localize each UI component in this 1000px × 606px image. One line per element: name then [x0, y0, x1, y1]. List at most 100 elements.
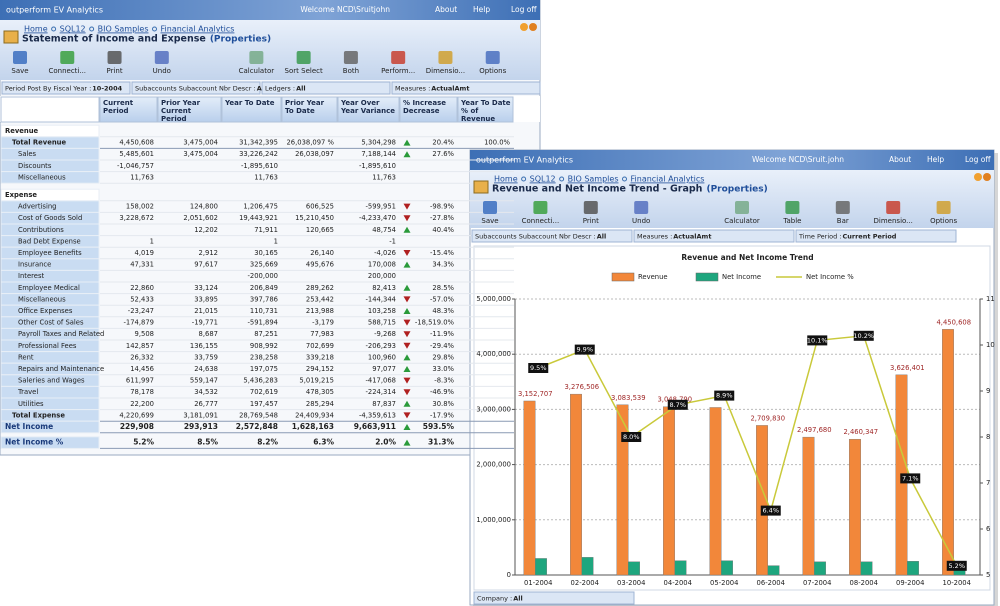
toolbar-label[interactable]: Connecti...	[48, 67, 86, 75]
cell: 12,202	[194, 226, 218, 234]
toolbar-label[interactable]: Table	[782, 217, 801, 225]
toolbar-label[interactable]: Bar	[837, 217, 849, 225]
toolbar-icon[interactable]	[886, 201, 901, 214]
cell: 100,960	[368, 353, 396, 361]
toolbar-icon[interactable]	[343, 51, 358, 64]
toolbar-label[interactable]: Undo	[632, 217, 650, 225]
header-link[interactable]: About	[889, 155, 911, 164]
row-label-bg	[0, 385, 100, 399]
cell: -591,894	[247, 319, 278, 327]
filter-box[interactable]	[261, 81, 391, 95]
cell: 52,433	[130, 295, 154, 303]
cell: 26,777	[194, 400, 218, 408]
breadcrumb-link[interactable]: Financial Analytics	[161, 25, 235, 34]
line	[537, 334, 958, 567]
toolbar-icon[interactable]	[13, 51, 27, 64]
toolbar-icon[interactable]	[438, 51, 453, 64]
filter-value: ActualAmt	[431, 85, 469, 93]
row-label: Advertising	[18, 203, 56, 211]
breadcrumb-link[interactable]: Home	[24, 25, 48, 34]
toolbar-label[interactable]: Options	[479, 67, 506, 75]
toolbar-label[interactable]: Sort Select	[285, 67, 323, 75]
cell: 8,687	[199, 330, 218, 338]
cell: -9,268	[374, 330, 396, 338]
cell: 1,628,163	[292, 422, 334, 431]
row-label: Interest	[18, 272, 45, 280]
cell: 3,181,091	[183, 411, 218, 419]
toolbar-icon[interactable]	[583, 201, 598, 214]
filter-box[interactable]	[391, 81, 541, 95]
toolbar-label[interactable]: Print	[583, 217, 599, 225]
toolbar-label[interactable]: Undo	[153, 67, 171, 75]
cell: 26,332	[130, 353, 154, 361]
filter-box[interactable]	[633, 229, 795, 243]
header-link[interactable]: Help	[473, 5, 490, 14]
cell: 593.5%	[423, 422, 455, 431]
legend-swatch	[611, 272, 635, 282]
toolbar-label[interactable]: Connecti...	[522, 217, 560, 225]
breadcrumb-link[interactable]: SQL12	[60, 25, 86, 34]
header-link[interactable]: Log off	[965, 155, 991, 164]
trend-arrow	[403, 215, 411, 222]
row-label-bg	[0, 436, 100, 449]
window-btn[interactable]	[520, 23, 528, 31]
properties-link[interactable]: (Properties)	[210, 35, 271, 45]
toolbar-icon[interactable]	[391, 51, 406, 64]
x-tick-label: 07-2004	[803, 579, 831, 587]
filter-box[interactable]	[795, 229, 957, 243]
toolbar-icon[interactable]	[107, 51, 122, 64]
window-btn[interactable]	[529, 23, 537, 31]
toolbar-label[interactable]: Both	[343, 67, 359, 75]
filter-box[interactable]	[131, 81, 261, 95]
toolbar-icon[interactable]	[936, 201, 951, 214]
toolbar-icon[interactable]	[533, 201, 548, 214]
toolbar-label[interactable]: Dimensio...	[426, 67, 465, 75]
header-link[interactable]: Help	[927, 155, 944, 164]
y2-tick-label: 9	[986, 387, 990, 395]
toolbar-icon[interactable]	[154, 51, 169, 64]
cell: -1,895,610	[359, 162, 396, 170]
breadcrumb-link[interactable]: Financial Analytics	[631, 175, 705, 184]
bar	[628, 561, 640, 576]
toolbar-label[interactable]: Calculator	[724, 217, 760, 225]
toolbar-label[interactable]: Options	[930, 217, 957, 225]
toolbar-icon[interactable]	[634, 201, 649, 214]
toolbar-label[interactable]: Perform...	[381, 67, 415, 75]
cell: 34,532	[194, 388, 218, 396]
column-header-text: Prior Year Current Period	[161, 99, 201, 123]
window-btn[interactable]	[983, 173, 991, 181]
toolbar-icon[interactable]	[735, 201, 749, 214]
toolbar-label[interactable]: Dimensio...	[874, 217, 913, 225]
toolbar-icon[interactable]	[485, 51, 500, 64]
breadcrumb-link[interactable]: Home	[494, 175, 518, 184]
cell: -27.8%	[430, 214, 455, 222]
toolbar-label[interactable]: Save	[11, 67, 28, 75]
value-label-box	[807, 335, 828, 346]
toolbar-label[interactable]: Save	[481, 217, 498, 225]
toolbar-icon[interactable]	[60, 51, 75, 64]
toolbar-icon[interactable]	[835, 201, 850, 214]
breadcrumb-link[interactable]: BIO Samples	[568, 175, 619, 184]
breadcrumb-link[interactable]: SQL12	[530, 175, 556, 184]
toolbar-label[interactable]: Calculator	[239, 67, 275, 75]
header-link[interactable]: Log off	[511, 5, 537, 14]
trend-arrow	[403, 400, 411, 407]
footer-box	[473, 591, 635, 605]
toolbar-icon[interactable]	[296, 51, 311, 64]
row-label: Travel	[17, 388, 38, 396]
breadcrumb-link[interactable]: BIO Samples	[98, 25, 149, 34]
toolbar-icon[interactable]	[249, 51, 264, 64]
toolbar-icon[interactable]	[785, 201, 800, 214]
filter-box[interactable]	[471, 229, 633, 243]
cell: 2,572,848	[236, 422, 278, 431]
cell: 77,983	[310, 330, 334, 338]
window-btn[interactable]	[974, 173, 982, 181]
toolbar-icon[interactable]	[483, 201, 497, 214]
properties-link[interactable]: (Properties)	[706, 185, 767, 195]
toolbar-label[interactable]: Print	[106, 67, 122, 75]
row-label: Total Expense	[12, 411, 65, 419]
trend-arrow	[403, 139, 411, 146]
filter-box[interactable]	[1, 81, 131, 95]
header-link[interactable]: About	[435, 5, 457, 14]
